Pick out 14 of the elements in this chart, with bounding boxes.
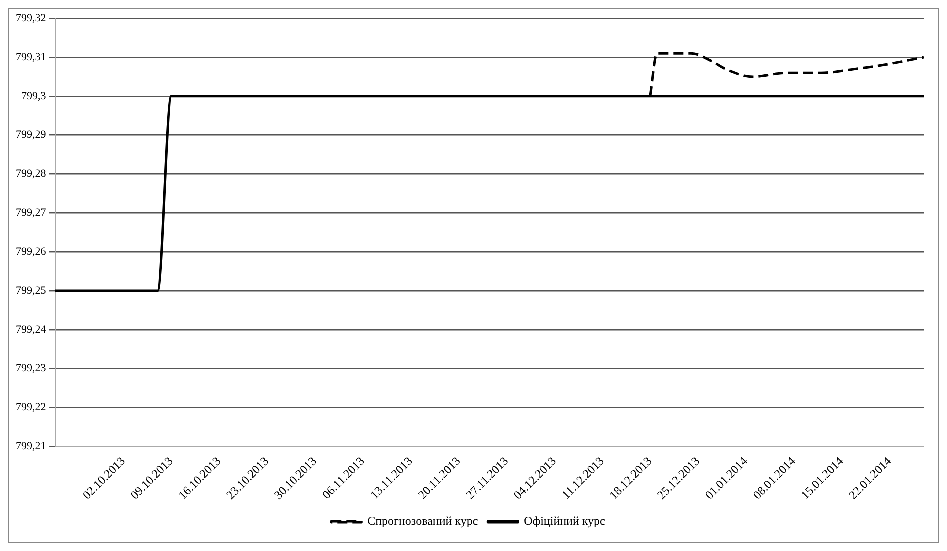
y-tick-label: 799,3 xyxy=(22,90,47,102)
y-tick-label: 799,29 xyxy=(16,129,47,142)
y-tick-label: 799,26 xyxy=(16,246,47,258)
y-tick-label: 799,21 xyxy=(16,440,46,453)
y-tick-label: 799,23 xyxy=(16,362,47,375)
y-tick-label: 799,28 xyxy=(16,168,47,180)
y-tick-label: 799,24 xyxy=(16,324,47,336)
y-tick-label: 799,22 xyxy=(16,402,46,414)
y-tick-label: 799,27 xyxy=(16,207,47,220)
y-tick-label: 799,25 xyxy=(16,284,47,297)
y-tick-label: 799,31 xyxy=(16,51,46,64)
y-tick-label: 799,32 xyxy=(16,12,46,24)
legend-label: Спрогнозований курс xyxy=(368,514,478,528)
legend-label: Офіційний курс xyxy=(524,514,606,528)
